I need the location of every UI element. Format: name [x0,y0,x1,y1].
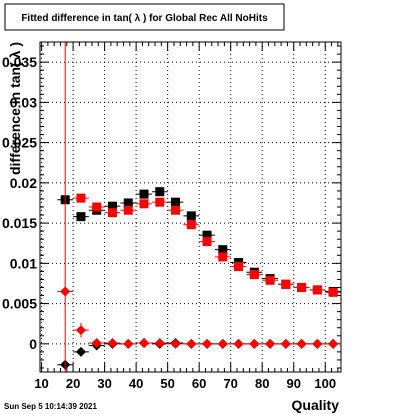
data-point-diamond [107,338,118,349]
data-point-square [76,212,86,222]
data-point-diamond [60,286,71,297]
data-point-square [218,252,228,262]
timestamp: Sun Sep 5 10:14:39 2021 [4,402,97,411]
data-point-diamond [249,338,260,349]
data-point-diamond [312,338,323,349]
data-point-square [92,202,102,212]
x-tick-label: 80 [255,376,269,391]
x-tick-labels: 10 20 30 40 50 60 70 80 90 100 [34,376,336,391]
x-tick-label: 100 [314,376,336,391]
data-point-diamond [91,338,102,349]
data-point-diamond [75,325,86,336]
data-point-diamond [265,338,276,349]
data-point-diamond [233,338,244,349]
title-box [4,3,285,31]
data-point-square [107,201,117,211]
y-tick-label: 0.025 [2,135,37,151]
y-tick-label: 0.005 [2,296,37,312]
data-point-diamond [154,338,165,349]
data-point-square [123,198,133,208]
y-tick-label: 0 [29,336,37,352]
data-point-square [155,187,165,197]
x-tick-label: 90 [286,376,300,391]
data-point-square [139,199,149,209]
data-point-square [155,197,165,207]
data-point-diamond [123,338,134,349]
data-marks [57,42,341,372]
data-point-square [139,189,149,199]
data-point-square [202,237,212,247]
data-point-square [312,285,322,295]
data-point-diamond [217,338,228,349]
x-tick-label: 40 [129,376,143,391]
x-tick-label: 60 [192,376,206,391]
data-point-diamond [186,338,197,349]
axis-ticks [40,42,341,372]
data-point-square [218,245,228,255]
data-point-diamond [170,338,181,349]
data-point-square [265,275,275,285]
data-point-square [202,230,212,240]
x-axis-label: Quality [292,397,340,413]
data-point-diamond [280,338,291,349]
x-tick-label: 50 [160,376,174,391]
y-axis-label: difference in tan( λ ) [7,42,23,175]
y-tick-label: 0.03 [10,94,37,110]
x-tick-label: 10 [34,376,48,391]
data-point-square [76,193,86,203]
data-point-diamond [139,338,150,349]
x-tick-label: 70 [223,376,237,391]
y-tick-label: 0.015 [2,215,37,231]
data-point-diamond [328,338,339,349]
data-point-square [234,262,244,272]
x-tick-label: 20 [66,376,80,391]
chart-title: Fitted difference in tan( λ ) for Global… [21,13,268,24]
data-point-diamond [202,338,213,349]
data-point-diamond [296,338,307,349]
data-point-square [281,279,291,289]
data-point-diamond [75,346,86,357]
data-point-square [123,205,133,215]
data-point-square [186,211,196,221]
y-tick-label: 0.02 [10,175,37,191]
plot-frame [39,41,342,373]
y-tick-labels: 0 0.005 0.01 0.015 0.02 0.025 0.03 0.035 [2,54,37,352]
y-tick-label: 0.01 [10,255,37,271]
data-point-square [171,197,181,207]
data-point-square [328,287,338,297]
data-point-square [171,205,181,215]
data-point-square [107,208,117,218]
data-point-square [297,282,307,292]
y-tick-label: 0.035 [2,54,37,70]
data-point-square [186,220,196,230]
data-point-square [249,270,259,280]
x-tick-label: 30 [97,376,111,391]
